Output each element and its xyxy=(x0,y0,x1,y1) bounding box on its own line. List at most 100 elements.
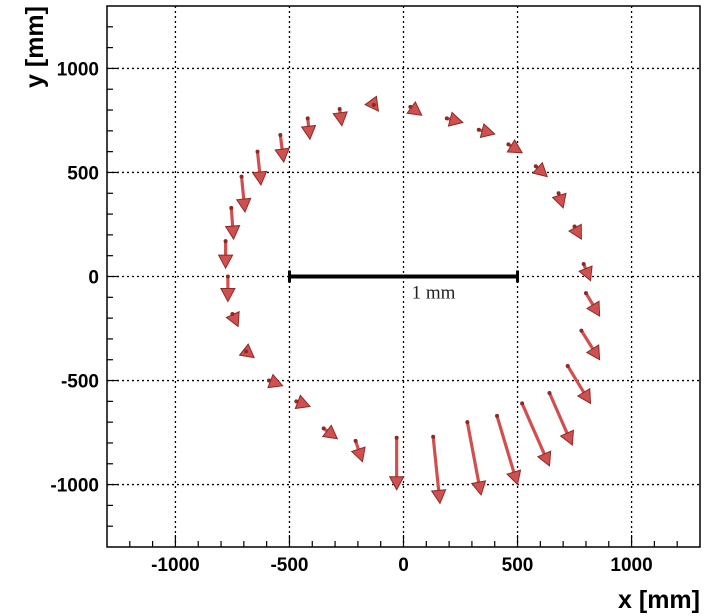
arrow-head xyxy=(531,161,548,178)
vector-arrow xyxy=(251,149,268,186)
x-tick-label: 1000 xyxy=(610,555,652,576)
arrow-shaft xyxy=(431,436,441,491)
arrow-origin xyxy=(229,205,234,210)
y-tick-label: -500 xyxy=(61,372,99,393)
vector-arrow xyxy=(274,133,290,164)
arrow-origin xyxy=(506,142,511,147)
vector-arrow xyxy=(444,111,464,127)
arrow-origin xyxy=(579,328,584,333)
arrow-head xyxy=(447,111,464,127)
vector-arrow xyxy=(388,435,405,491)
plot-frame xyxy=(106,5,701,548)
x-tick-label: 500 xyxy=(502,555,534,576)
vector-arrow xyxy=(547,391,575,447)
arrow-head xyxy=(364,95,380,112)
arrow-shaft xyxy=(584,292,595,306)
vector-arrow xyxy=(520,401,552,467)
arrow-head xyxy=(559,429,575,447)
arrow-head xyxy=(585,344,601,361)
arrow-origin xyxy=(533,164,538,169)
arrow-head xyxy=(479,122,496,139)
arrow-head xyxy=(430,489,447,505)
vector-arrow xyxy=(430,434,447,505)
arrow-origin xyxy=(337,106,342,111)
x-tick-label: -1000 xyxy=(151,555,200,576)
vector-arrow xyxy=(495,413,522,486)
vector-arrow xyxy=(465,420,487,497)
y-tick-label: 500 xyxy=(67,163,99,184)
arrow-head xyxy=(506,138,524,154)
arrow-origin xyxy=(294,399,299,404)
arrow-shaft xyxy=(465,421,481,483)
tick-labels: -1000 -500 0 500 1000 -1000 -500 0 500 1000 xyxy=(50,59,652,576)
vector-arrow xyxy=(220,274,236,303)
vector-arrow xyxy=(238,343,255,359)
arrow-shaft xyxy=(548,392,569,434)
arrow-origin xyxy=(321,426,326,431)
scale-bar-label: 1 mm xyxy=(412,283,456,304)
vector-arrow xyxy=(224,205,241,241)
arrow-origin xyxy=(230,311,235,316)
arrow-origin xyxy=(495,413,500,418)
arrow-origin xyxy=(581,262,586,267)
y-tick-label: -1000 xyxy=(50,476,99,497)
arrow-origin xyxy=(408,104,413,109)
arrow-head xyxy=(506,469,522,486)
vector-arrow xyxy=(578,262,593,282)
arrow-origin xyxy=(255,149,260,154)
arrow-head xyxy=(536,450,552,467)
arrow-origin xyxy=(394,435,399,440)
arrow-shaft xyxy=(239,176,246,200)
arrow-shaft xyxy=(566,365,586,394)
vector-arrow xyxy=(531,161,548,178)
vector-arrow xyxy=(506,138,524,154)
arrow-origin xyxy=(239,174,244,179)
vector-arrow xyxy=(579,328,601,361)
vector-arrow xyxy=(406,100,423,116)
arrow-head xyxy=(220,287,236,303)
arrow-origin xyxy=(371,102,376,107)
y-axis-title: y [mm] xyxy=(21,6,49,88)
arrow-head xyxy=(235,197,252,214)
arrow-shaft xyxy=(229,207,235,227)
axis-ticks xyxy=(107,26,678,547)
arrow-head xyxy=(388,476,405,491)
arrow-head xyxy=(576,387,592,405)
arrow-head xyxy=(350,446,366,463)
vector-arrow xyxy=(364,95,380,112)
arrow-origin xyxy=(565,363,570,368)
arrow-head xyxy=(217,254,234,270)
arrows xyxy=(217,95,601,505)
arrow-shaft xyxy=(495,415,516,473)
arrow-shaft xyxy=(580,329,595,350)
y-tick-label: 0 xyxy=(88,268,99,289)
arrow-origin xyxy=(223,239,228,244)
arrow-head xyxy=(578,265,593,282)
arrow-origin xyxy=(266,378,271,383)
scale-bar-group: 1 mm xyxy=(287,270,520,304)
x-tick-label: -500 xyxy=(270,555,308,576)
vector-arrow xyxy=(266,373,284,389)
vector-arrow xyxy=(332,106,348,127)
vector-arrow xyxy=(476,122,496,139)
vector-arrow xyxy=(551,191,567,209)
vector-arrow xyxy=(350,438,366,463)
vector-arrow xyxy=(300,116,317,141)
arrow-head xyxy=(224,225,241,241)
arrow-head xyxy=(274,147,290,164)
vector-arrow xyxy=(568,223,582,240)
arrow-origin xyxy=(278,133,283,138)
x-tick-label: 0 xyxy=(398,555,409,576)
vector-arrow xyxy=(217,239,234,270)
x-axis-title: x [mm] xyxy=(618,586,700,614)
vector-arrow xyxy=(294,394,311,410)
arrow-shaft xyxy=(255,151,262,173)
arrow-origin xyxy=(444,116,449,121)
arrow-shaft xyxy=(520,402,546,455)
arrow-origin xyxy=(244,349,249,354)
arrow-head xyxy=(551,192,567,209)
vector-arrow xyxy=(225,310,240,328)
y-tick-label: 1000 xyxy=(57,59,99,80)
arrow-origin xyxy=(431,434,436,439)
